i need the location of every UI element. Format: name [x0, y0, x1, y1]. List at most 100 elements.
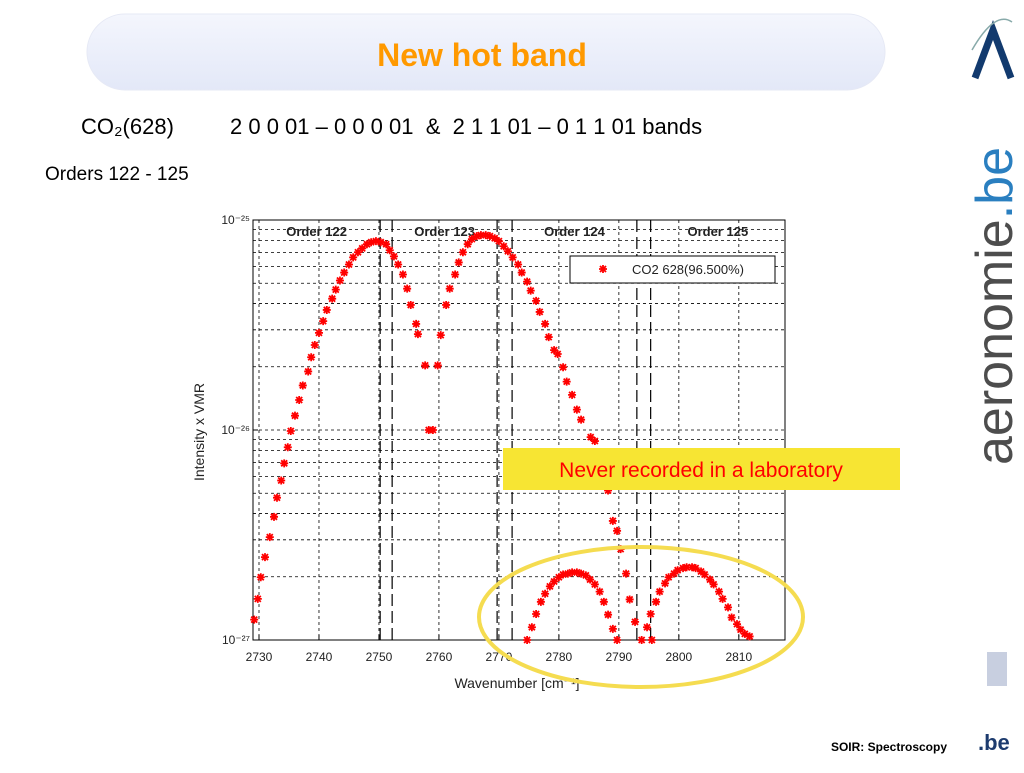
data-point — [304, 367, 313, 376]
data-point — [353, 248, 362, 257]
data-point — [541, 589, 550, 598]
data-point — [544, 333, 553, 342]
data-point — [260, 553, 269, 562]
data-point — [494, 237, 503, 246]
data-point — [736, 625, 745, 634]
x-axis-label: Wavenumber [cm⁻¹] — [454, 675, 579, 691]
data-point — [559, 363, 568, 372]
data-point — [436, 331, 445, 340]
data-point — [532, 296, 541, 305]
data-point — [646, 609, 655, 618]
data-point — [523, 636, 532, 644]
x-tick-label: 2800 — [665, 650, 692, 664]
data-point — [463, 240, 472, 249]
data-point — [577, 415, 586, 424]
data-point — [286, 427, 295, 436]
data-point — [709, 580, 718, 589]
data-point — [643, 623, 652, 632]
order-label: Order 125 — [687, 224, 748, 239]
data-point — [413, 330, 422, 339]
data-point — [613, 526, 622, 535]
data-point — [250, 615, 259, 624]
data-point — [385, 246, 394, 255]
data-point — [445, 284, 454, 293]
federal-logo-shape — [987, 652, 1007, 686]
data-point — [290, 411, 299, 420]
data-point — [376, 238, 385, 247]
x-tick-label: 2760 — [426, 650, 453, 664]
data-point — [272, 493, 281, 502]
data-point — [581, 571, 590, 580]
logo-suffix: .be — [966, 147, 1024, 219]
highlight-ellipse — [477, 545, 805, 689]
data-point — [344, 260, 353, 269]
x-tick-label: 2810 — [725, 650, 752, 664]
data-point — [590, 580, 599, 589]
data-point — [604, 486, 613, 495]
x-tick-label: 2790 — [606, 650, 633, 664]
footer-logo: .be — [978, 730, 1010, 755]
y-axis-label: Intensity x VMR — [191, 383, 207, 481]
data-point — [310, 340, 319, 349]
data-point — [541, 319, 550, 328]
federal-logo — [987, 652, 1007, 686]
data-point — [724, 603, 733, 612]
data-point — [403, 284, 412, 293]
data-point — [733, 620, 742, 629]
data-point — [527, 623, 536, 632]
footer: SOIR: Spectroscopy — [831, 740, 947, 754]
data-point — [269, 512, 278, 521]
x-tick-label: 2750 — [366, 650, 393, 664]
data-point — [508, 253, 517, 262]
data-point — [335, 276, 344, 285]
data-point — [307, 353, 316, 362]
data-point — [586, 433, 595, 442]
data-point — [485, 232, 494, 241]
data-point — [371, 237, 380, 246]
annotation: Never recorded in a laboratory — [559, 459, 843, 482]
data-point — [637, 636, 646, 644]
data-point — [367, 238, 376, 247]
data-point — [322, 305, 331, 314]
data-point — [349, 253, 358, 262]
data-point — [421, 361, 430, 370]
data-point — [715, 587, 724, 596]
data-point — [550, 346, 559, 355]
data-point — [442, 300, 451, 309]
order-label: Order 122 — [286, 224, 347, 239]
data-point — [265, 533, 274, 542]
data-point — [670, 569, 679, 578]
data-point — [319, 317, 328, 326]
order-label: Order 124 — [544, 224, 605, 239]
data-point — [554, 573, 563, 582]
x-tick-label: 2730 — [246, 650, 273, 664]
data-point — [590, 437, 599, 446]
data-point — [412, 319, 421, 328]
data-point — [295, 395, 304, 404]
data-point — [331, 285, 340, 294]
data-point — [599, 597, 608, 606]
data-point — [577, 569, 586, 578]
data-point — [280, 459, 289, 468]
data-point — [433, 361, 442, 370]
legend-label: CO2 628(96.500%) — [632, 262, 744, 277]
data-point — [568, 568, 577, 577]
data-point — [604, 610, 613, 619]
data-point — [389, 252, 398, 261]
y-tick-label: 10⁻²⁵ — [221, 213, 250, 227]
data-point — [559, 570, 568, 579]
data-point — [647, 636, 656, 644]
data-point — [608, 624, 617, 633]
data-point — [382, 240, 391, 249]
data-point — [572, 568, 581, 577]
data-point — [526, 286, 535, 295]
data-point — [428, 426, 437, 434]
data-point — [595, 587, 604, 596]
order-label: Order 123 — [414, 224, 475, 239]
logo-a — [971, 18, 1015, 80]
data-point — [697, 567, 706, 576]
orders-label: Orders 122 - 125 — [45, 164, 189, 185]
data-point — [514, 260, 523, 269]
data-point — [454, 258, 463, 267]
